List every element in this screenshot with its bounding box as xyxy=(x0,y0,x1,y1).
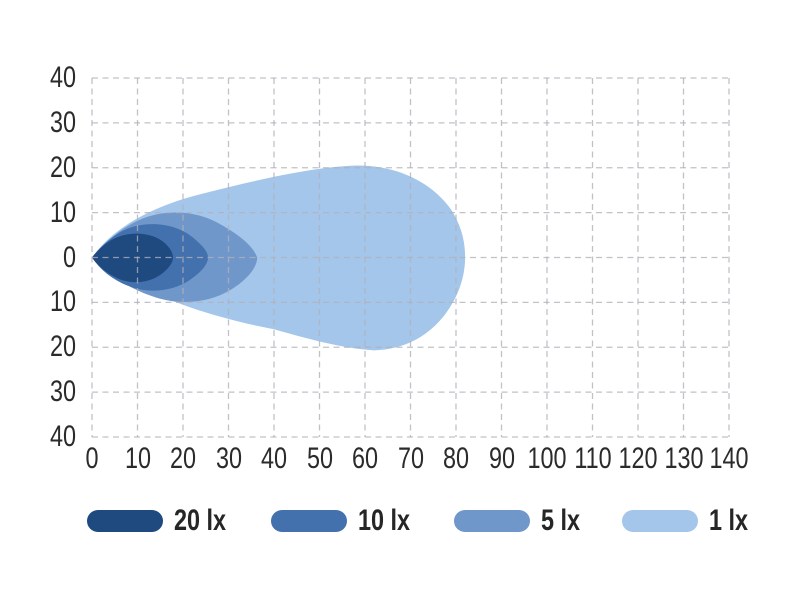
x-tick-label: 70 xyxy=(397,442,424,475)
y-tick-label: 30 xyxy=(49,105,76,139)
legend: 20 lx 10 lx 5 lx 1 lx xyxy=(87,506,759,536)
contour-1-lx xyxy=(92,165,466,351)
x-tick-label: 10 xyxy=(124,442,151,475)
y-tick-label: 40 xyxy=(49,420,76,453)
legend-swatch xyxy=(87,510,163,532)
y-tick-label: 20 xyxy=(49,330,76,364)
legend-label: 10 lx xyxy=(357,504,410,537)
y-tick-label: 30 xyxy=(49,375,76,409)
contour-lobes xyxy=(92,165,466,351)
x-tick-label: 40 xyxy=(260,442,288,475)
x-axis: 0 10 20 30 40 50 60 70 80 90 100 110 120 130 140 xyxy=(0,444,800,476)
x-tick-label: 30 xyxy=(215,442,242,475)
x-tick-label: 60 xyxy=(351,442,379,475)
legend-item-1-lx: 1 lx xyxy=(621,504,759,537)
y-tick-label: 10 xyxy=(49,195,76,229)
x-tick-label: 120 xyxy=(618,442,658,475)
x-tick-label: 130 xyxy=(663,442,704,475)
contour-20-lx xyxy=(92,233,173,283)
legend-label: 20 lx xyxy=(174,504,227,537)
legend-label: 1 lx xyxy=(708,504,748,537)
y-tick-label: 40 xyxy=(49,61,76,94)
x-tick-label: 140 xyxy=(709,442,749,475)
legend-item-20-lx: 20 lx xyxy=(87,506,241,536)
x-tick-label: 50 xyxy=(306,442,333,475)
x-tick-label: 0 xyxy=(85,442,99,475)
legend-label: 5 lx xyxy=(541,504,581,537)
x-tick-label: 20 xyxy=(169,442,197,475)
x-tick-label: 100 xyxy=(527,442,567,475)
legend-item-10-lx: 10 lx xyxy=(270,504,425,537)
x-tick-label: 80 xyxy=(442,442,470,475)
x-tick-label: 90 xyxy=(488,442,515,475)
x-tick-label: 110 xyxy=(573,442,612,475)
y-tick-label: 10 xyxy=(49,285,76,319)
legend-item-5-lx: 5 lx xyxy=(454,506,591,536)
legend-swatch xyxy=(270,510,347,532)
y-axis: 40 30 20 10 0 10 20 30 40 xyxy=(0,0,76,600)
legend-swatch xyxy=(454,510,531,532)
legend-swatch xyxy=(621,510,698,532)
y-tick-label: 20 xyxy=(49,150,76,184)
y-tick-label: 0 xyxy=(62,240,76,274)
grid-lines xyxy=(91,77,730,438)
